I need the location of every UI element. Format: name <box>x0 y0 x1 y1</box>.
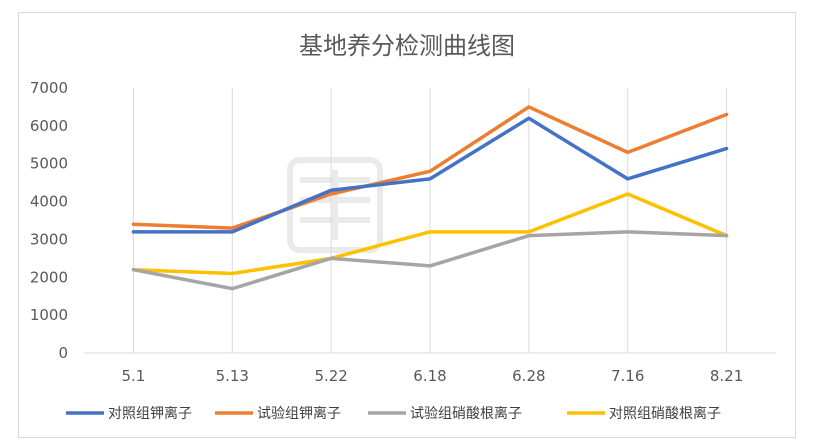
y-tick-label: 7000 <box>30 79 68 97</box>
y-tick-label: 0 <box>58 344 68 362</box>
y-tick-label: 3000 <box>30 230 68 248</box>
y-tick-label: 2000 <box>30 268 68 286</box>
x-tick-label: 6.28 <box>512 367 545 385</box>
series-line <box>131 230 729 291</box>
legend-item: 对照组硝酸根离子 <box>567 405 721 422</box>
series-line <box>131 116 729 234</box>
legend-label: 对照组硝酸根离子 <box>609 405 721 422</box>
series-line <box>131 105 729 230</box>
watermark-logo <box>287 157 383 253</box>
legend-label: 对照组钾离子 <box>108 405 192 422</box>
axis-layer: 0 1000 2000 3000 4000 5000 6000 7000 5.1 5.13 5.22… <box>30 79 776 385</box>
x-tick-label: 7.16 <box>611 367 644 385</box>
x-tick-label: 5.22 <box>314 367 347 385</box>
series-layer <box>131 105 729 291</box>
chart-title: 基地养分检测曲线图 <box>299 32 515 60</box>
x-tick-label: 6.18 <box>413 367 446 385</box>
x-tick-label: 5.1 <box>121 367 145 385</box>
y-tick-label: 4000 <box>30 193 68 211</box>
legend-item: 试验组硝酸根离子 <box>368 405 522 422</box>
x-tick-label: 5.13 <box>216 367 249 385</box>
x-tick-label: 8.21 <box>710 367 743 385</box>
grid-layer <box>132 88 728 353</box>
legend: 对照组钾离子 试验组钾离子 试验组硝酸根离子 对照组硝酸根离子 <box>66 405 721 422</box>
y-tick-label: 5000 <box>30 155 68 173</box>
legend-label: 试验组硝酸根离子 <box>410 405 522 422</box>
legend-item: 对照组钾离子 <box>66 405 192 422</box>
legend-item: 试验组钾离子 <box>215 405 341 422</box>
legend-label: 试验组钾离子 <box>257 405 341 422</box>
y-tick-label: 6000 <box>30 117 68 135</box>
series-line <box>131 192 729 276</box>
y-tick-label: 1000 <box>30 306 68 324</box>
